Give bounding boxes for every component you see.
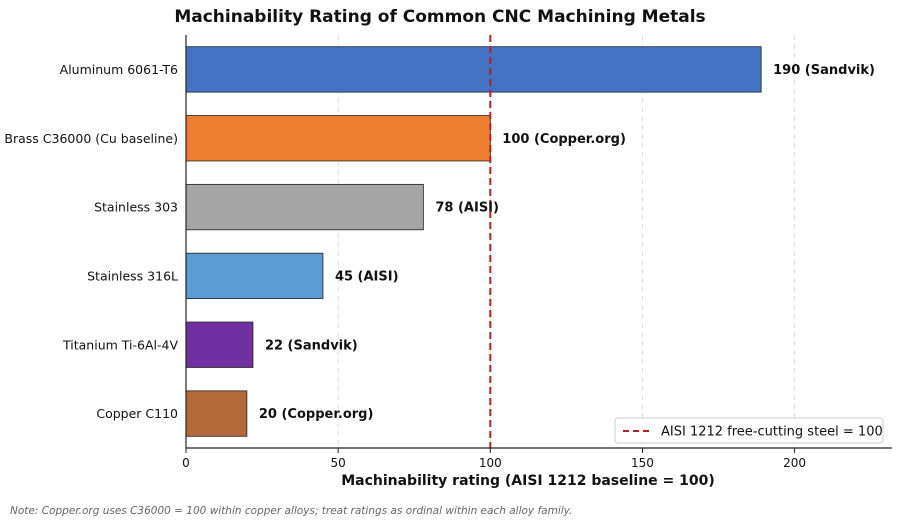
bars-group xyxy=(185,46,762,437)
bar xyxy=(185,252,324,300)
category-label: Aluminum 6061-T6 xyxy=(60,62,178,77)
chart-title: Machinability Rating of Common CNC Machi… xyxy=(174,7,705,27)
footnote: Note: Copper.org uses C36000 = 100 withi… xyxy=(10,505,572,517)
bar xyxy=(185,390,248,437)
x-tick-label: 150 xyxy=(631,456,654,470)
grid-lines xyxy=(337,35,796,448)
x-tick-label: 200 xyxy=(783,456,806,470)
data-labels: 190 (Sandvik) 100 (Copper.org) 78 (AISI) 45… xyxy=(259,63,875,422)
category-label: Copper C110 xyxy=(96,406,178,421)
category-label: Titanium Ti-6Al-4V xyxy=(62,337,178,352)
data-label: 45 (AISI) xyxy=(335,269,399,284)
bar xyxy=(185,183,424,231)
legend-label: AISI 1212 free-cutting steel = 100 xyxy=(661,425,883,440)
legend: AISI 1212 free-cutting steel = 100 xyxy=(614,417,884,444)
category-labels: Aluminum 6061-T6 Brass C36000 (Cu baselin… xyxy=(4,62,178,421)
legend-box xyxy=(614,417,884,444)
data-label: 78 (AISI) xyxy=(435,201,499,216)
bar xyxy=(185,46,762,93)
x-tick-label: 0 xyxy=(182,456,190,470)
axes-group xyxy=(185,35,892,453)
x-tick-label: 50 xyxy=(331,456,346,470)
bar xyxy=(185,115,491,162)
data-label: 20 (Copper.org) xyxy=(259,407,374,422)
x-tick-labels: 0 50 100 150 200 xyxy=(182,456,806,470)
bar xyxy=(185,321,254,368)
category-label: Stainless 316L xyxy=(87,268,178,283)
x-tick-label: 100 xyxy=(479,456,502,470)
x-axis-label: Machinability rating (AISI 1212 baseline… xyxy=(341,473,715,489)
category-label: Brass C36000 (Cu baseline) xyxy=(4,131,178,146)
category-label: Stainless 303 xyxy=(94,200,178,215)
data-label: 100 (Copper.org) xyxy=(502,132,626,147)
data-label: 190 (Sandvik) xyxy=(773,63,875,78)
data-label: 22 (Sandvik) xyxy=(265,338,358,353)
